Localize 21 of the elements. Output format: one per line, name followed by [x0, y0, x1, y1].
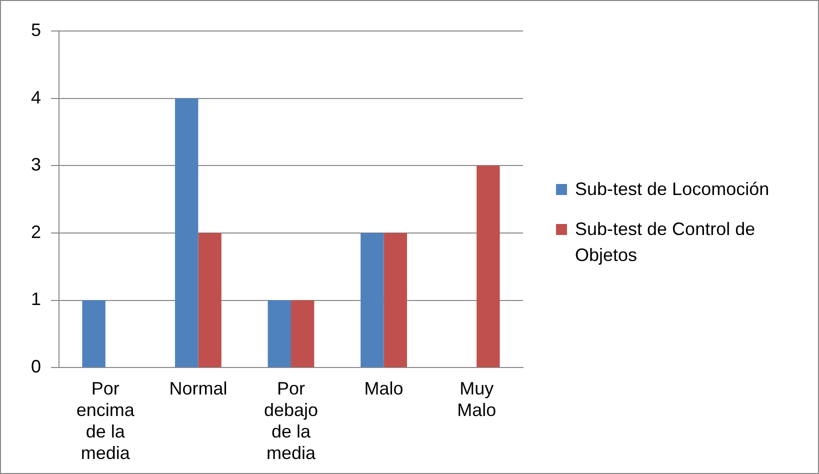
bar	[198, 232, 222, 368]
bar	[360, 232, 384, 368]
x-tick-label: Por encima de la media	[76, 378, 136, 464]
bar	[384, 232, 408, 368]
bar	[291, 300, 314, 368]
x-tick-label: Normal	[169, 378, 228, 398]
y-tick-label: 3	[30, 154, 42, 175]
bar	[476, 166, 500, 368]
y-tick-label: 4	[30, 87, 42, 108]
bar	[175, 98, 198, 368]
y-tick-label: 2	[30, 222, 42, 242]
y-tick-label: 1	[30, 289, 42, 310]
legend-label: Sub-test de Locomoción	[575, 178, 770, 201]
x-tick-label: Por debajo de la media	[264, 378, 318, 464]
bar	[82, 300, 106, 368]
y-tick-label: 5	[30, 20, 42, 40]
y-tick-label: 0	[30, 356, 42, 377]
x-tick-label: Muy Malo	[457, 378, 496, 420]
bar	[268, 300, 292, 368]
legend-label: Sub-test de Control de Objetos	[575, 218, 756, 267]
x-tick-label: Malo	[364, 378, 404, 398]
